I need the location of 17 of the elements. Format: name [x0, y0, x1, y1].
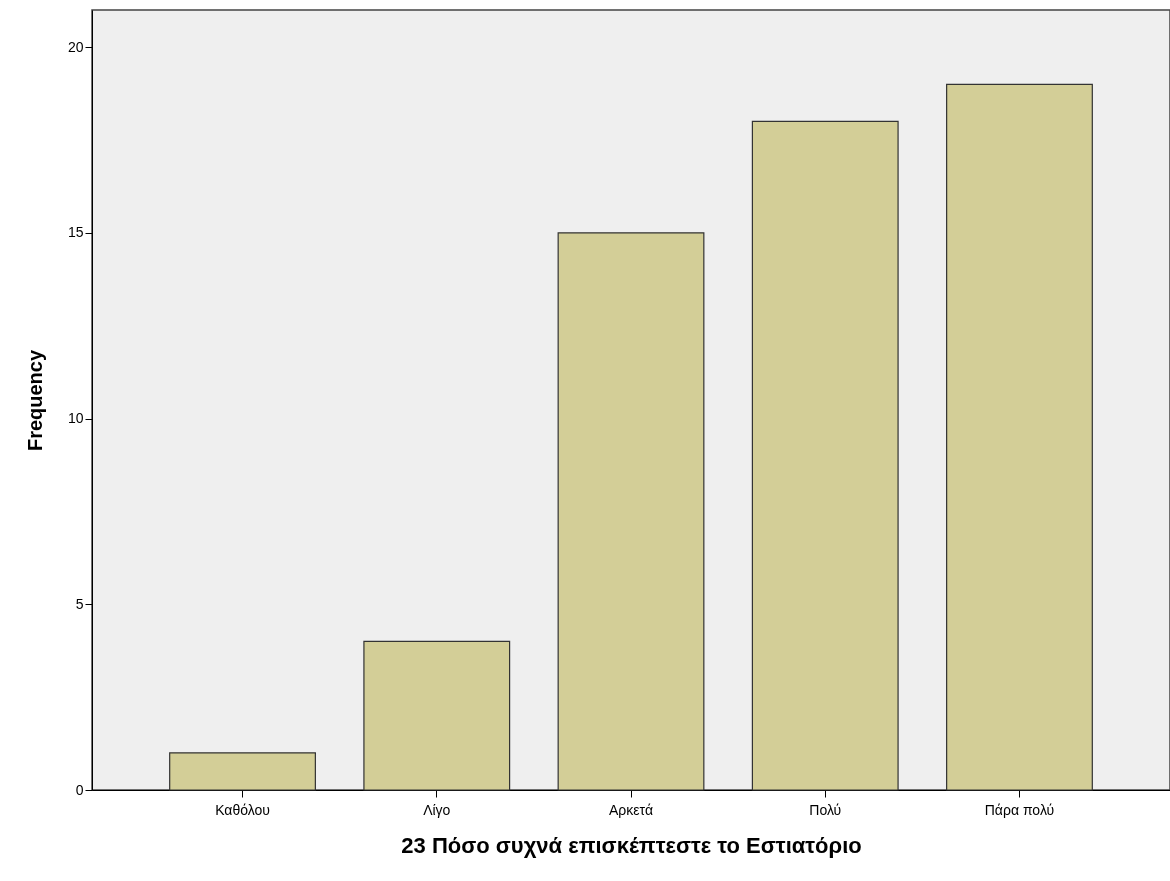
x-tick-label: Καθόλου	[215, 801, 270, 818]
x-tick-label: Πάρα πολύ	[984, 801, 1055, 818]
y-tick-label: 5	[75, 595, 84, 612]
x-axis-title: 23 Πόσο συχνά επισκέπτεστε το Εστιατόριο	[401, 832, 862, 858]
y-tick-label: 20	[67, 38, 84, 55]
bar	[557, 232, 705, 791]
y-tick-label: 15	[67, 224, 84, 241]
y-tick-label: 10	[67, 410, 84, 427]
bar	[946, 83, 1093, 791]
bar	[169, 752, 316, 791]
y-axis-title: Frequency	[23, 349, 46, 452]
x-tick-label: Πολύ	[809, 801, 842, 818]
bar	[751, 120, 899, 791]
x-tick-label: Λίγο	[423, 801, 451, 818]
bar	[363, 640, 511, 791]
x-tick-label: Αρκετά	[609, 801, 653, 818]
y-tick-label: 0	[75, 781, 84, 798]
